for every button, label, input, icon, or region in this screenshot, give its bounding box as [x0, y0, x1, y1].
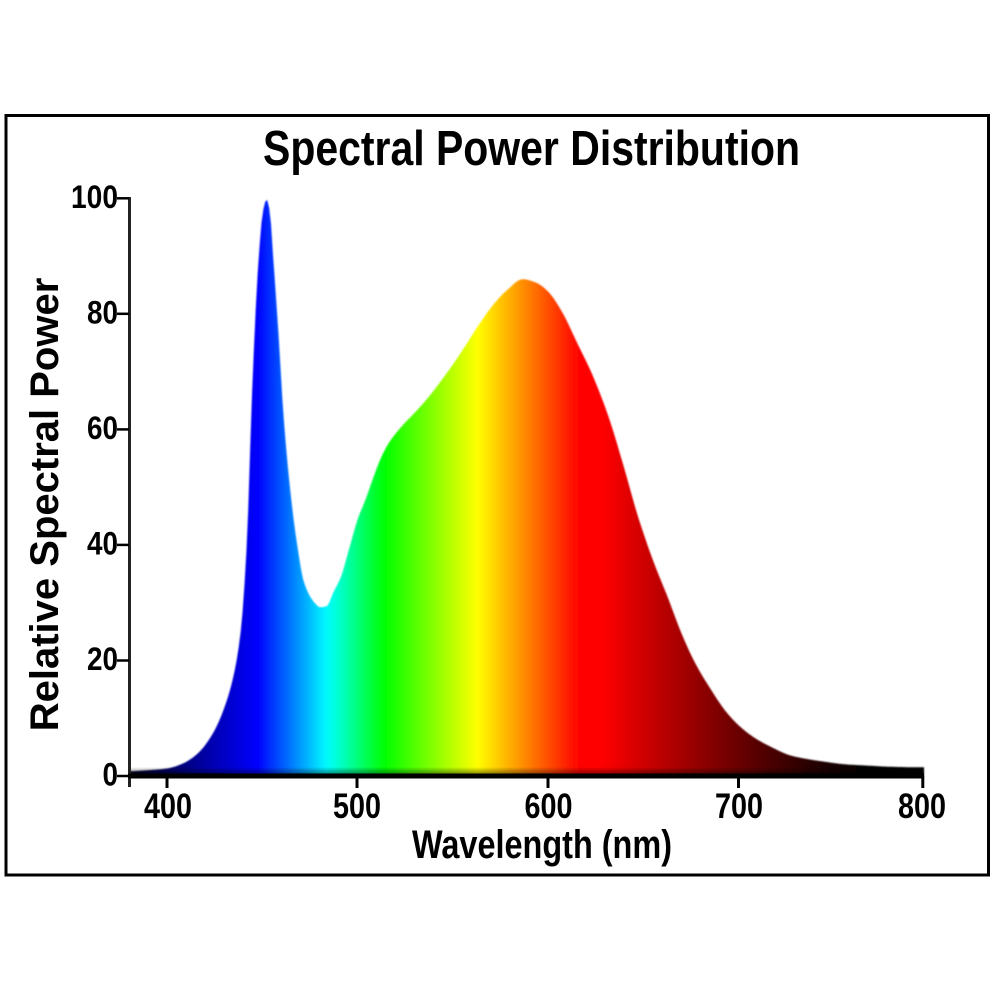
svg-text:60: 60 — [87, 410, 118, 446]
svg-text:600: 600 — [525, 787, 573, 826]
svg-text:700: 700 — [715, 787, 763, 826]
svg-text:Wavelength (nm): Wavelength (nm) — [412, 823, 672, 867]
svg-text:80: 80 — [87, 294, 118, 330]
svg-text:400: 400 — [144, 787, 192, 826]
svg-text:Spectral Power Distribution: Spectral Power Distribution — [263, 122, 800, 176]
svg-text:100: 100 — [71, 179, 118, 215]
svg-text:500: 500 — [333, 787, 381, 826]
svg-text:800: 800 — [898, 787, 946, 826]
svg-text:40: 40 — [87, 525, 118, 561]
svg-text:Relative Spectral Power: Relative Spectral Power — [23, 278, 67, 732]
svg-text:0: 0 — [103, 757, 119, 793]
svg-text:20: 20 — [87, 641, 118, 677]
